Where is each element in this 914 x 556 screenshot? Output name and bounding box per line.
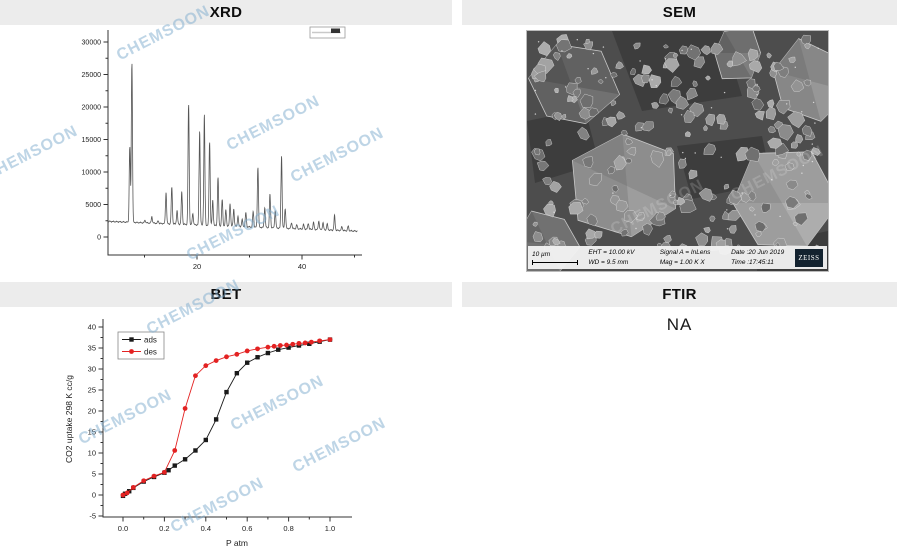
panel-header-bet: BET (0, 282, 452, 307)
svg-text:25000: 25000 (82, 72, 102, 79)
svg-text:0.4: 0.4 (201, 524, 211, 533)
panel-header-xrd: XRD (0, 0, 452, 25)
sem-mag: Mag = 1.00 K X (659, 258, 705, 266)
svg-text:0: 0 (92, 491, 96, 500)
sem-scale: 10 µm (532, 250, 584, 266)
panel-title-xrd: XRD (209, 4, 243, 21)
svg-text:5000: 5000 (85, 202, 101, 209)
svg-text:10: 10 (88, 449, 96, 458)
svg-text:35: 35 (88, 344, 96, 353)
sem-scale-bar (532, 260, 578, 266)
svg-text:30: 30 (88, 365, 96, 374)
svg-text:CO2 uptake 298 K cc/g: CO2 uptake 298 K cc/g (64, 375, 74, 463)
svg-text:0.6: 0.6 (242, 524, 252, 533)
bet-chart: -5 0 5 10 15 20 25 30 35 40 0.0 0.2 0.4 0.6 0.8 1.0 P at… (64, 319, 352, 548)
sem-signal-info: Signal A = InLens Mag = 1.00 K X (660, 248, 727, 267)
panel-header-sem: SEM (462, 0, 897, 25)
sem-time: Time :17:45:11 (731, 258, 774, 266)
panel-header-ftir: FTIR (462, 282, 897, 307)
zeiss-logo: ZEISS (794, 248, 823, 267)
svg-text:30000: 30000 (82, 40, 102, 47)
panel-title-sem: SEM (662, 4, 697, 21)
sem-eht: EHT = 10.00 kV (588, 249, 635, 257)
panel-title-ftir: FTIR (662, 286, 697, 303)
svg-text:40: 40 (298, 262, 306, 271)
svg-text:20000: 20000 (82, 105, 102, 112)
svg-text:40: 40 (88, 323, 96, 332)
panel-title-bet: BET (210, 286, 242, 303)
svg-text:P atm: P atm (226, 538, 248, 548)
svg-text:0.0: 0.0 (118, 524, 128, 533)
sem-image: 10 µm EHT = 10.00 kV WD = 9.5 mm Signal … (513, 26, 852, 275)
sem-date-info: Date :20 Jun 2019 Time :17:45:11 (731, 248, 791, 267)
sem-info-bar: 10 µm EHT = 10.00 kV WD = 9.5 mm Signal … (528, 246, 827, 269)
sem-wd: WD = 9.5 mm (588, 258, 629, 266)
svg-text:-5: -5 (89, 512, 96, 521)
svg-text:15: 15 (88, 428, 96, 437)
svg-text:0.8: 0.8 (283, 524, 293, 533)
svg-text:15000: 15000 (82, 137, 102, 144)
ftir-na-text: NA (666, 315, 693, 334)
svg-text:20: 20 (193, 262, 201, 271)
sem-signal: Signal A = InLens (659, 249, 711, 257)
sem-micrograph-graphic (513, 26, 852, 275)
svg-text:0: 0 (97, 235, 101, 242)
svg-text:1.0: 1.0 (325, 524, 335, 533)
sem-scale-label: 10 µm (532, 250, 551, 258)
svg-text:20: 20 (88, 407, 96, 416)
sem-date: Date :20 Jun 2019 (731, 249, 785, 257)
svg-text:ads: ads (144, 335, 157, 344)
svg-text:5: 5 (92, 470, 96, 479)
svg-text:0.2: 0.2 (159, 524, 169, 533)
svg-text:10000: 10000 (82, 170, 102, 177)
xrd-chart: 0 5000 10000 15000 20000 25000 30000 20 40 (82, 26, 362, 271)
sem-beam-info: EHT = 10.00 kV WD = 9.5 mm (588, 248, 655, 267)
svg-text:des: des (144, 347, 157, 356)
svg-text:25: 25 (88, 386, 96, 395)
